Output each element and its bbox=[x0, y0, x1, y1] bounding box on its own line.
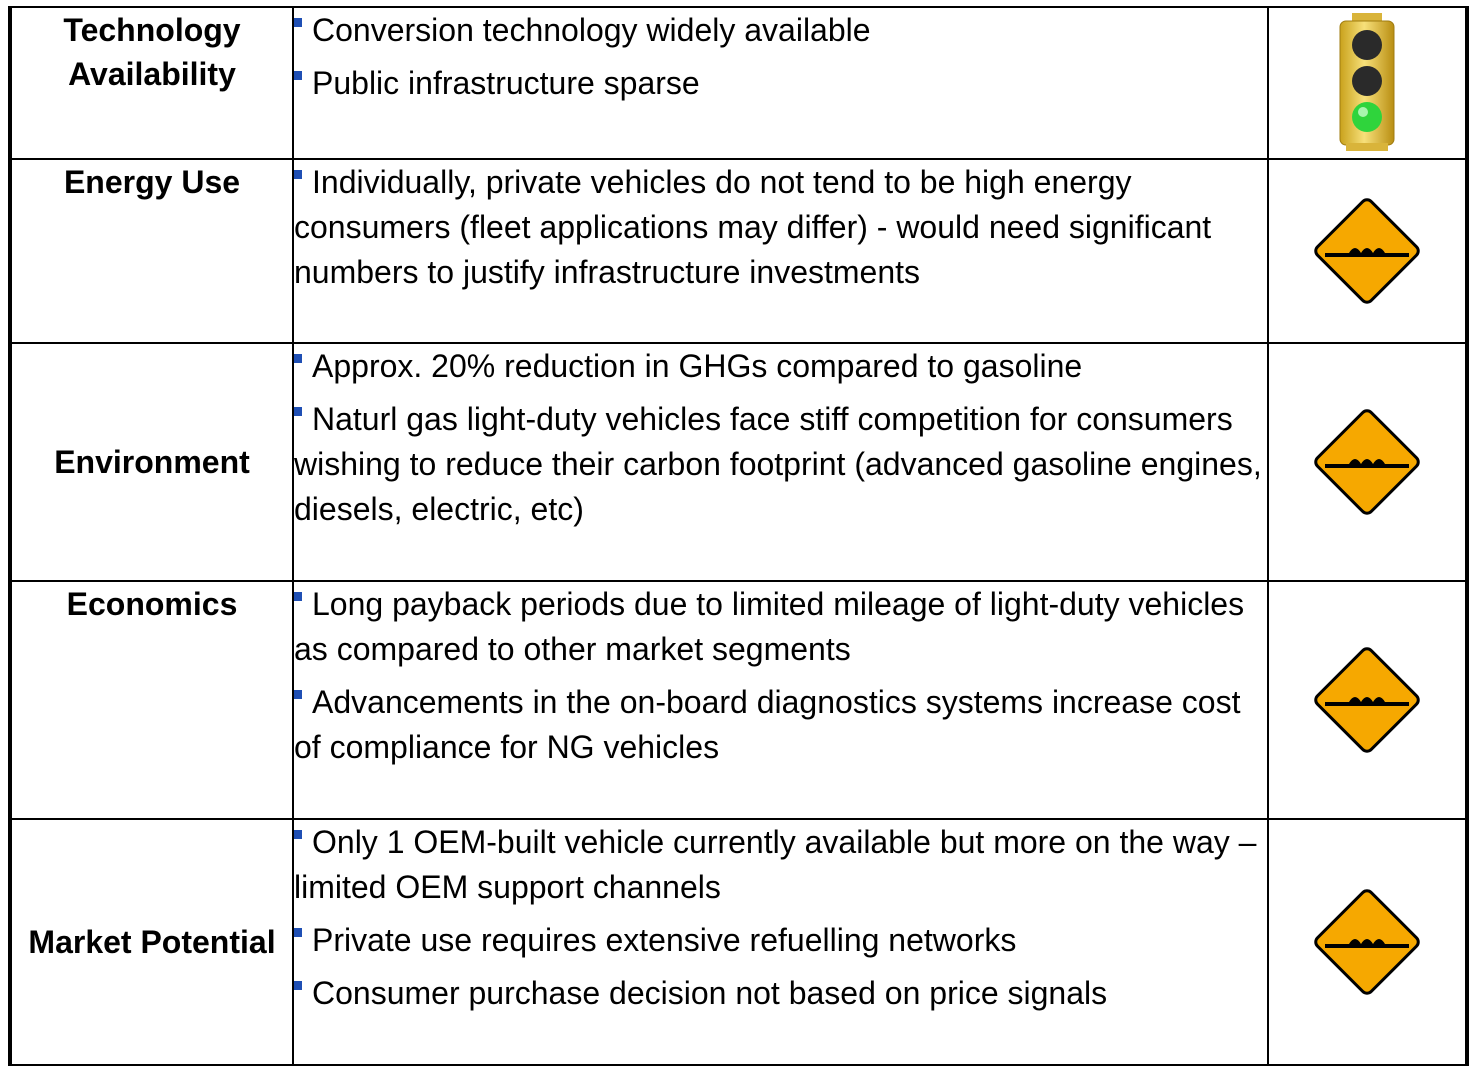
bullet-text: Advancements in the on-board diagnostics… bbox=[294, 684, 1241, 765]
label-text: Technology Availability bbox=[63, 12, 241, 92]
bullet: Long payback periods due to limited mile… bbox=[294, 582, 1267, 672]
bullet-text: Conversion technology widely available bbox=[312, 12, 871, 48]
row-label: Environment bbox=[8, 342, 294, 582]
traffic-light bbox=[1339, 13, 1395, 151]
bullet-text: Only 1 OEM-built vehicle currently avail… bbox=[294, 824, 1257, 905]
row: Energy Use Individually, private vehicle… bbox=[8, 158, 1469, 344]
row-text: Individually, private vehicles do not te… bbox=[292, 158, 1269, 344]
row-label: Economics bbox=[8, 580, 294, 820]
status-icon bbox=[1267, 6, 1469, 160]
status-icon bbox=[1267, 342, 1469, 582]
warning-sign bbox=[1307, 191, 1427, 311]
row-text: Long payback periods due to limited mile… bbox=[292, 580, 1269, 820]
bullet: Advancements in the on-board diagnostics… bbox=[294, 680, 1267, 770]
bullet: Private use requires extensive refuellin… bbox=[294, 918, 1267, 963]
row: Environment Approx. 20% reduction in GHG… bbox=[8, 342, 1469, 582]
bullet: Individually, private vehicles do not te… bbox=[294, 160, 1267, 295]
bullet-text: Approx. 20% reduction in GHGs compared t… bbox=[312, 348, 1083, 384]
bullet-text: Individually, private vehicles do not te… bbox=[294, 164, 1212, 290]
row-label: Energy Use bbox=[8, 158, 294, 344]
row-text: Conversion technology widely available P… bbox=[292, 6, 1269, 160]
row: Technology Availability Conversion techn… bbox=[8, 6, 1469, 160]
status-icon bbox=[1267, 158, 1469, 344]
bullet: Public infrastructure sparse bbox=[294, 61, 1267, 106]
row: Economics Long payback periods due to li… bbox=[8, 580, 1469, 820]
status-icon bbox=[1267, 818, 1469, 1066]
bullet: Approx. 20% reduction in GHGs compared t… bbox=[294, 344, 1267, 389]
bullet: Only 1 OEM-built vehicle currently avail… bbox=[294, 820, 1267, 910]
bullet-text: Long payback periods due to limited mile… bbox=[294, 586, 1245, 667]
status-icon bbox=[1267, 580, 1469, 820]
bullet: Naturl gas light-duty vehicles face stif… bbox=[294, 397, 1267, 532]
bullet-text: Consumer purchase decision not based on … bbox=[312, 975, 1108, 1011]
row-label: Market Potential bbox=[8, 818, 294, 1066]
row-label: Technology Availability bbox=[8, 6, 294, 160]
label-text: Market Potential bbox=[28, 924, 276, 960]
bullet: Consumer purchase decision not based on … bbox=[294, 971, 1267, 1016]
bullet-text: Naturl gas light-duty vehicles face stif… bbox=[294, 401, 1262, 527]
label-text: Energy Use bbox=[63, 164, 241, 200]
bullet: Conversion technology widely available bbox=[294, 8, 1267, 53]
assessment-table: Technology Availability Conversion techn… bbox=[8, 6, 1469, 1066]
warning-sign bbox=[1307, 402, 1427, 522]
label-text: Environment bbox=[54, 444, 250, 480]
row-text: Only 1 OEM-built vehicle currently avail… bbox=[292, 818, 1269, 1066]
label-text: Economics bbox=[66, 586, 238, 622]
row-text: Approx. 20% reduction in GHGs compared t… bbox=[292, 342, 1269, 582]
warning-sign bbox=[1307, 882, 1427, 1002]
bullet-text: Public infrastructure sparse bbox=[312, 65, 700, 101]
row: Market Potential Only 1 OEM-built vehicl… bbox=[8, 818, 1469, 1066]
warning-sign bbox=[1307, 640, 1427, 760]
bullet-text: Private use requires extensive refuellin… bbox=[312, 922, 1017, 958]
